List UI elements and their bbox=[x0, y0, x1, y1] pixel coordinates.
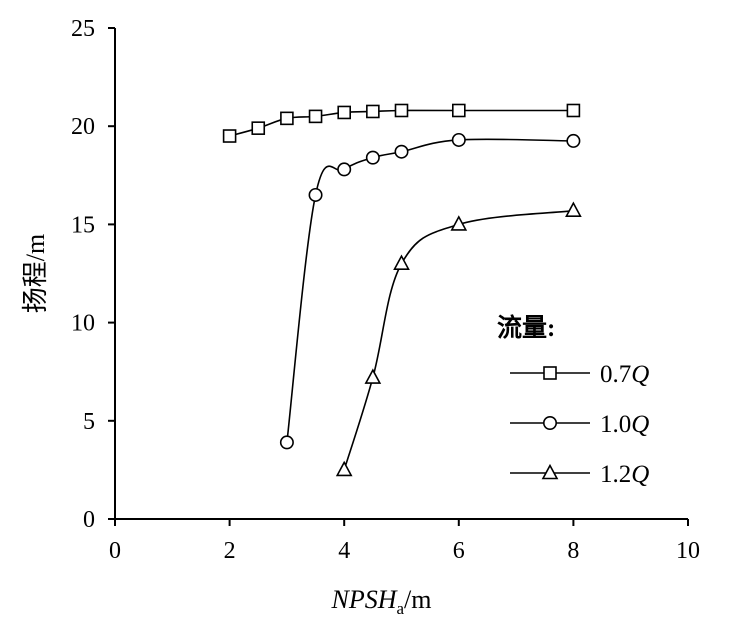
x-tick-label: 0 bbox=[109, 538, 121, 564]
legend-label-symbol: Q bbox=[631, 461, 649, 488]
data-point-square bbox=[251, 121, 266, 135]
y-ticks: 0 5 10 15 20 25 bbox=[71, 16, 115, 533]
data-point-square bbox=[451, 103, 466, 118]
data-point-triangle bbox=[335, 460, 353, 477]
x-tick-label: 4 bbox=[338, 538, 350, 564]
legend-label-symbol: Q bbox=[631, 411, 649, 438]
series-square bbox=[222, 103, 581, 143]
data-point-circle bbox=[279, 435, 294, 450]
x-tick-label: 8 bbox=[567, 538, 579, 564]
data-point-circle bbox=[451, 132, 466, 147]
data-point-square bbox=[308, 109, 323, 124]
legend-marker-circle bbox=[542, 415, 557, 430]
data-point-circle bbox=[394, 144, 409, 159]
data-point-circle bbox=[365, 150, 380, 165]
legend-label-number: 1.0 bbox=[600, 411, 631, 438]
legend-label: 1.2Q bbox=[600, 461, 649, 488]
y-axis-label: 扬程/m bbox=[21, 234, 50, 313]
y-tick-label: 25 bbox=[71, 16, 95, 42]
series-triangle bbox=[335, 201, 582, 477]
data-point-triangle bbox=[393, 254, 410, 270]
y-tick-label: 0 bbox=[83, 507, 95, 533]
data-point-triangle bbox=[364, 368, 382, 384]
y-tick-label: 5 bbox=[83, 409, 95, 435]
data-point-square bbox=[337, 105, 352, 120]
data-point-square bbox=[222, 129, 237, 143]
data-point-square bbox=[394, 103, 409, 118]
data-point-circle bbox=[308, 187, 323, 202]
data-point-square bbox=[280, 111, 294, 126]
legend-label: 0.7Q bbox=[600, 361, 649, 388]
data-point-square bbox=[366, 104, 380, 119]
legend-label: 1.0Q bbox=[600, 411, 649, 438]
legend: 流量: 0.7Q1.0Q1.2Q bbox=[497, 314, 649, 488]
plot-area: 0 2 4 6 8 10 0 5 10 15 20 25 bbox=[71, 16, 700, 564]
legend-marker-triangle bbox=[541, 463, 559, 480]
series-line bbox=[286, 138, 574, 443]
y-tick-label: 15 bbox=[71, 212, 95, 238]
legend-label-number: 0.7 bbox=[600, 361, 631, 388]
data-point-circle bbox=[566, 133, 581, 148]
legend-label-symbol: Q bbox=[631, 361, 649, 388]
legend-label-number: 1.2 bbox=[600, 461, 631, 488]
data-point-circle bbox=[337, 162, 352, 177]
legend-entry: 1.2Q bbox=[510, 461, 649, 488]
legend-entry: 1.0Q bbox=[510, 411, 649, 438]
series-group bbox=[222, 103, 582, 477]
x-axis-label-sub: a bbox=[397, 599, 405, 618]
legend-entry: 0.7Q bbox=[510, 361, 649, 388]
legend-entries: 0.7Q1.0Q1.2Q bbox=[510, 361, 649, 488]
data-point-triangle bbox=[450, 215, 468, 231]
x-tick-label: 6 bbox=[453, 538, 465, 564]
x-ticks: 0 2 4 6 8 10 bbox=[109, 519, 700, 564]
series-circle bbox=[279, 132, 581, 450]
data-point-square bbox=[566, 103, 581, 118]
x-axis-label: NPSHa/m bbox=[331, 585, 432, 618]
x-tick-label: 2 bbox=[224, 538, 236, 564]
data-point-triangle bbox=[565, 201, 582, 217]
y-tick-label: 10 bbox=[71, 311, 95, 337]
x-axis-label-unit: /m bbox=[404, 585, 431, 614]
legend-marker-square bbox=[543, 366, 557, 380]
x-axis-label-main: NPSH bbox=[331, 585, 398, 614]
y-tick-label: 20 bbox=[71, 114, 95, 140]
legend-title: 流量: bbox=[497, 314, 555, 342]
x-tick-label: 10 bbox=[676, 538, 700, 564]
